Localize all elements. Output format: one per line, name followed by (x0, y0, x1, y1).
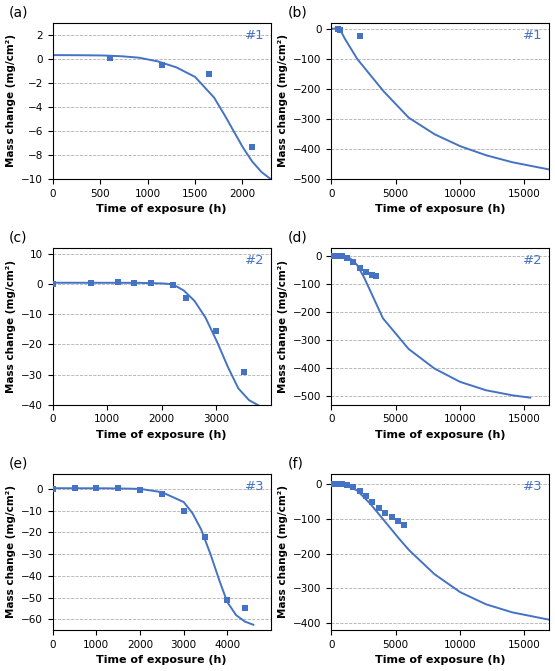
Point (342, 479, 351, 490)
Y-axis label: Mass change (mg/cm²): Mass change (mg/cm²) (278, 34, 287, 167)
Point (130, 277, 139, 288)
Point (114, 483, 123, 494)
Point (368, 497, 377, 507)
Point (212, 325, 221, 336)
Point (337, 478, 346, 489)
Text: #1: #1 (523, 29, 543, 42)
Text: (b): (b) (287, 5, 307, 19)
Text: (e): (e) (9, 456, 28, 470)
Point (223, 595, 231, 605)
Point (157, 59, 166, 70)
Text: #3: #3 (523, 480, 543, 493)
Text: (a): (a) (9, 5, 29, 19)
Point (330, 478, 339, 489)
Point (70, 483, 79, 494)
Y-axis label: Mass change (mg/cm²): Mass change (mg/cm²) (6, 485, 16, 619)
X-axis label: Time of exposure (h): Time of exposure (h) (375, 205, 506, 215)
Point (48, 279, 57, 290)
Point (205, 69, 214, 80)
Y-axis label: Mass change (mg/cm²): Mass change (mg/cm²) (6, 34, 16, 167)
Point (361, 491, 370, 502)
Point (48, 484, 57, 495)
Point (349, 482, 357, 493)
Text: #2: #2 (523, 254, 543, 267)
Point (334, 478, 342, 489)
Point (368, 269, 377, 280)
Point (393, 516, 402, 527)
Point (239, 366, 248, 377)
X-axis label: Time of exposure (h): Time of exposure (h) (97, 205, 227, 215)
Point (375, 503, 384, 513)
Point (355, 262, 364, 273)
Point (182, 293, 191, 303)
Point (114, 276, 123, 287)
Point (372, 270, 381, 281)
Point (92, 483, 101, 494)
X-axis label: Time of exposure (h): Time of exposure (h) (97, 430, 227, 440)
Text: #3: #3 (245, 480, 264, 493)
Point (179, 505, 188, 516)
Point (105, 52, 114, 63)
Point (355, 31, 364, 42)
Text: #1: #1 (245, 29, 264, 42)
Point (334, 23, 342, 34)
Point (349, 257, 357, 268)
Point (330, 251, 339, 262)
Point (201, 531, 210, 542)
X-axis label: Time of exposure (h): Time of exposure (h) (97, 656, 227, 666)
Point (240, 603, 249, 614)
X-axis label: Time of exposure (h): Time of exposure (h) (375, 656, 506, 666)
Y-axis label: Mass change (mg/cm²): Mass change (mg/cm²) (6, 260, 16, 393)
Point (337, 251, 346, 262)
Y-axis label: Mass change (mg/cm²): Mass change (mg/cm²) (278, 260, 287, 393)
Point (87, 277, 95, 288)
Point (400, 520, 409, 531)
Point (168, 279, 177, 290)
Point (147, 278, 155, 289)
Point (355, 486, 364, 497)
Point (387, 512, 396, 523)
Point (334, 251, 342, 262)
Point (248, 142, 256, 152)
X-axis label: Time of exposure (h): Time of exposure (h) (375, 430, 506, 440)
Point (336, 25, 345, 36)
Point (342, 252, 351, 263)
Y-axis label: Mass change (mg/cm²): Mass change (mg/cm²) (278, 485, 287, 619)
Point (361, 266, 370, 277)
Text: (f): (f) (287, 456, 304, 470)
Text: #2: #2 (245, 254, 264, 267)
Text: (d): (d) (287, 231, 307, 245)
Point (135, 484, 144, 495)
Text: (c): (c) (9, 231, 28, 245)
Point (157, 489, 166, 500)
Point (381, 507, 390, 518)
